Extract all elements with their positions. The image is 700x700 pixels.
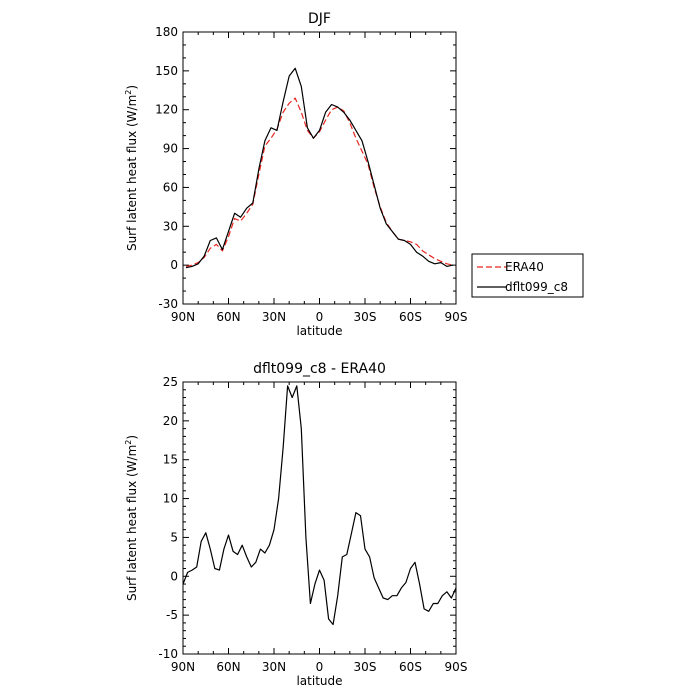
y-tick-label: 60 bbox=[163, 180, 178, 194]
y-axis-label: Surf latent heat flux (W/m2) bbox=[124, 435, 139, 601]
y-axis-label: Surf latent heat flux (W/m2) bbox=[124, 85, 139, 251]
chart-djf: DJF 90N 60N 30N 0 30S 60S 90S -30 0 30 60 90 120 150 18… bbox=[124, 11, 584, 338]
y-tick-label: 20 bbox=[163, 414, 178, 428]
series-line-era40 bbox=[185, 97, 454, 267]
y-tick-label: -10 bbox=[158, 647, 178, 661]
chart-title: dflt099_c8 - ERA40 bbox=[253, 361, 386, 377]
x-tick-label: 30S bbox=[354, 310, 377, 324]
x-tick-label: 90S bbox=[445, 660, 468, 674]
y-tick-label: -5 bbox=[166, 608, 178, 622]
y-axis-label-superscript: 2 bbox=[124, 90, 133, 95]
x-tick-label: 90N bbox=[171, 310, 195, 324]
y-axis-label-text: Surf latent heat flux (W/m bbox=[125, 445, 139, 601]
legend-label: ERA40 bbox=[505, 260, 544, 274]
x-tick-label: 60N bbox=[216, 310, 240, 324]
chart-difference: dflt099_c8 - ERA40 90N 60N 30N 0 30S 60S 90S -10… bbox=[124, 361, 467, 688]
x-tick-label: 0 bbox=[316, 310, 324, 324]
y-tick-label: 90 bbox=[163, 142, 178, 156]
y-tick-label: 0 bbox=[170, 569, 178, 583]
y-tick-label: 25 bbox=[163, 375, 178, 389]
plot-frame bbox=[182, 381, 457, 655]
chart-title: DJF bbox=[308, 11, 331, 27]
x-tick-label: 60S bbox=[399, 310, 422, 324]
y-axis-label-superscript: 2 bbox=[124, 440, 133, 445]
x-tick-label: 60N bbox=[216, 660, 240, 674]
y-tick-label: 5 bbox=[170, 530, 178, 544]
x-tick-label: 30N bbox=[262, 310, 286, 324]
legend: ERA40 dflt099_c8 bbox=[471, 253, 584, 298]
y-axis-label-close: ) bbox=[125, 435, 139, 440]
y-axis-label-close: ) bbox=[125, 85, 139, 90]
series-line-difference bbox=[182, 385, 457, 626]
y-tick-label: 120 bbox=[155, 103, 178, 117]
y-tick-label: 30 bbox=[163, 219, 178, 233]
y-tick-label: 150 bbox=[155, 64, 178, 78]
legend-box bbox=[471, 253, 584, 298]
legend-label: dflt099_c8 bbox=[505, 280, 568, 294]
y-tick-label: -30 bbox=[158, 297, 178, 311]
x-tick-label: 30S bbox=[354, 660, 377, 674]
series-line-dflt099-c8 bbox=[185, 67, 454, 269]
y-tick-label: 180 bbox=[155, 25, 178, 39]
x-axis-label: latitude bbox=[296, 324, 342, 338]
x-tick-label: 90N bbox=[171, 660, 195, 674]
x-tick-label: 0 bbox=[316, 660, 324, 674]
plot-frame bbox=[182, 31, 457, 305]
x-tick-label: 60S bbox=[399, 660, 422, 674]
x-axis-label: latitude bbox=[296, 674, 342, 688]
y-tick-label: 10 bbox=[163, 492, 178, 506]
y-tick-label: 0 bbox=[170, 258, 178, 272]
x-tick-label: 90S bbox=[445, 310, 468, 324]
y-axis-label-text: Surf latent heat flux (W/m bbox=[125, 95, 139, 251]
x-tick-label: 30N bbox=[262, 660, 286, 674]
y-tick-label: 15 bbox=[163, 453, 178, 467]
